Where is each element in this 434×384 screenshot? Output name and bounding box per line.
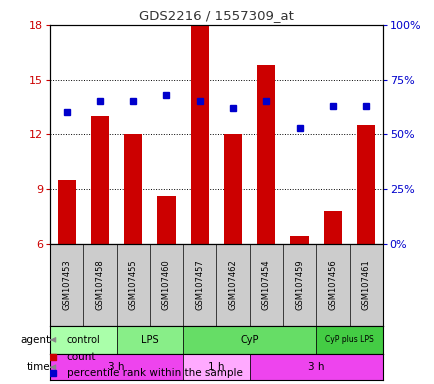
Text: GSM107460: GSM107460 [161,259,171,310]
Bar [356,125,375,243]
Text: GSM107457: GSM107457 [195,259,204,310]
Bar [224,134,242,243]
Text: GSM107454: GSM107454 [261,259,270,310]
Bar [157,196,175,243]
Bar [91,116,109,243]
Text: GSM107461: GSM107461 [361,259,370,310]
Text: LPS: LPS [141,335,158,345]
Bar [50,354,183,380]
Text: count: count [66,352,96,362]
Bar [249,354,382,380]
Title: GDS2216 / 1557309_at: GDS2216 / 1557309_at [138,9,293,22]
Text: percentile rank within the sample: percentile rank within the sample [66,368,242,378]
Bar [316,326,382,354]
Bar [116,326,183,354]
Text: 3 h: 3 h [108,362,125,372]
Bar [183,326,316,354]
Bar [183,354,249,380]
Bar [124,134,142,243]
Bar [323,211,341,243]
Text: CyP plus LPS: CyP plus LPS [324,335,373,344]
Text: time: time [27,362,51,372]
Bar [256,65,275,243]
Bar [290,236,308,243]
Text: agent: agent [20,335,51,345]
Bar [50,326,116,354]
Bar [190,25,208,243]
Text: GSM107456: GSM107456 [328,259,337,310]
Text: CyP: CyP [240,335,258,345]
Text: GSM107453: GSM107453 [62,259,71,310]
Text: 1 h: 1 h [208,362,224,372]
Text: control: control [66,335,100,345]
Text: GSM107458: GSM107458 [95,259,104,310]
Text: GSM107455: GSM107455 [128,259,138,310]
Bar [57,180,76,243]
Text: GSM107459: GSM107459 [294,259,303,310]
Text: 3 h: 3 h [307,362,324,372]
Text: GSM107462: GSM107462 [228,259,237,310]
